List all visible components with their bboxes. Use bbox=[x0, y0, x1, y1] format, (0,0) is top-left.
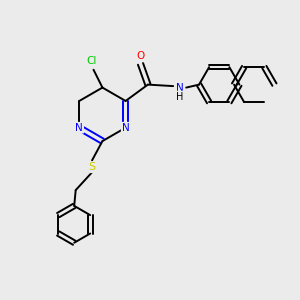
Text: H: H bbox=[176, 92, 183, 101]
Text: N: N bbox=[176, 83, 184, 94]
Text: S: S bbox=[88, 162, 95, 172]
Text: Cl: Cl bbox=[87, 56, 97, 66]
Text: N: N bbox=[122, 123, 130, 133]
Text: N: N bbox=[75, 123, 83, 133]
Text: O: O bbox=[136, 51, 145, 62]
